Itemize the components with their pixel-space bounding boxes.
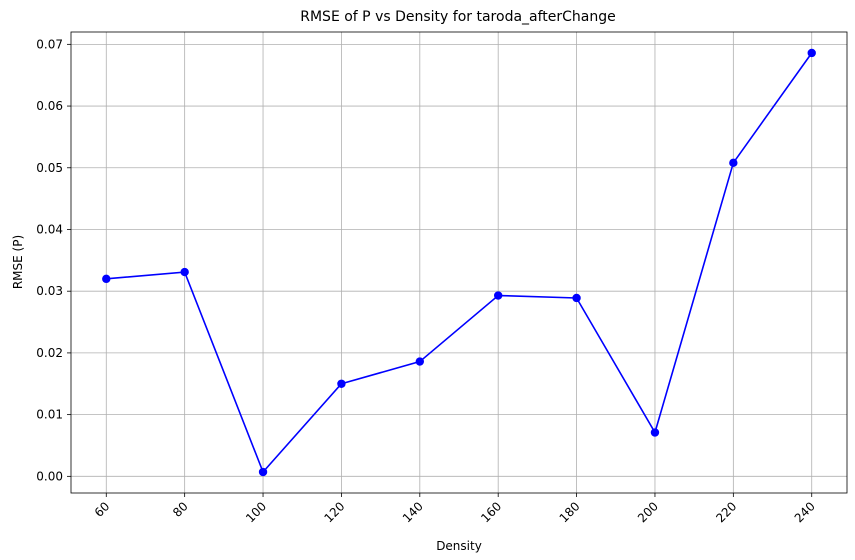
y-tick-label: 0.03: [36, 284, 63, 298]
data-point: [102, 274, 111, 284]
y-tick-label: 0.07: [36, 37, 63, 51]
x-tick-label: 200: [635, 499, 661, 525]
data-point: [258, 467, 268, 477]
x-tick-label: 140: [400, 499, 426, 525]
y-tick-label: 0.02: [36, 346, 63, 360]
data-point: [650, 428, 660, 437]
data-point: [493, 291, 503, 300]
y-tick-label: 0.01: [36, 408, 63, 422]
x-tick-label: 80: [170, 499, 191, 520]
y-tick-label: 0.00: [36, 469, 63, 483]
y-tick-label: 0.04: [36, 222, 63, 236]
x-tick-label: 100: [243, 499, 269, 525]
data-point: [572, 293, 581, 303]
x-tick-label: 160: [478, 499, 504, 525]
data-point: [180, 267, 189, 277]
y-axis-ticks: 0.00 0.01 0.02 0.03 0.04 0.05 0.06 0.07: [36, 37, 71, 483]
x-tick-label: 60: [92, 499, 113, 520]
data-point: [729, 158, 738, 168]
data-point: [337, 379, 346, 388]
y-axis-label: RMSE (P): [11, 235, 25, 289]
series-line: [106, 52, 813, 474]
y-tick-label: 0.06: [36, 99, 63, 113]
x-axis-label: Density: [436, 539, 482, 553]
chart-title: RMSE of P vs Density for taroda_afterCha…: [300, 9, 616, 25]
x-tick-label: 120: [321, 499, 347, 525]
data-series: [102, 48, 816, 477]
x-tick-label: 220: [713, 499, 739, 525]
x-tick-label: 180: [557, 499, 583, 525]
data-point: [807, 48, 816, 58]
grid-lines: [71, 32, 847, 493]
y-tick-label: 0.05: [36, 161, 63, 175]
data-point: [415, 357, 425, 366]
plot-frame: [70, 31, 848, 494]
x-axis-ticks: 60 80 100 120 140 160 180 200 220 240: [92, 493, 818, 525]
x-tick-label: 240: [792, 499, 818, 525]
